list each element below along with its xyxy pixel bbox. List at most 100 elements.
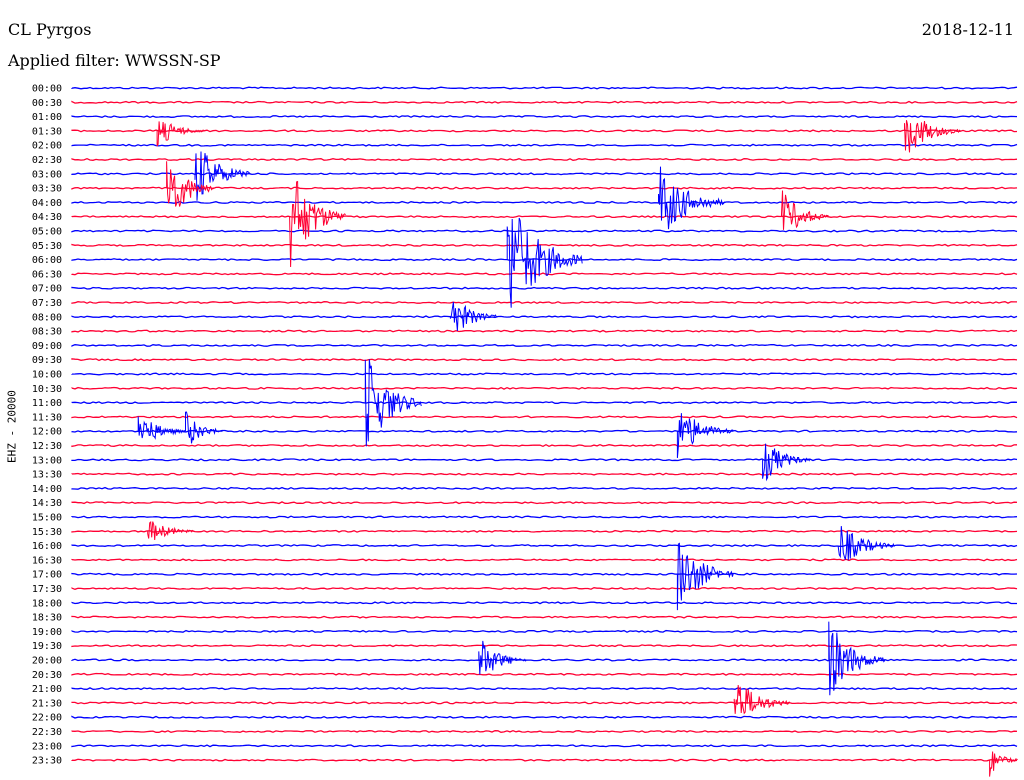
trace-line [71,644,1018,648]
tick-label: 01:30 [32,126,62,137]
tick-label: 11:00 [32,398,62,409]
event-burst [837,526,895,561]
trace-line [71,157,1018,161]
event-burst [828,621,886,696]
event-burst [781,190,829,230]
trace-line [71,258,1018,262]
trace-line [71,415,1018,419]
trace-line [71,586,1018,591]
tick-label: 15:30 [32,527,62,538]
trace-line [71,286,1018,290]
event-burst [147,520,195,541]
tick-label: 00:00 [32,84,62,95]
event-burst [676,413,734,459]
event-burst [733,684,791,715]
event-bursts [137,120,1018,777]
time-tick-labels: 00:00 00:30 01:00 01:30 02:00 02:30 03:00 03:30… [32,84,62,767]
tick-label: 16:00 [32,541,62,552]
trace-line [71,115,1018,119]
tick-label: 08:00 [32,312,62,323]
tick-label: 03:00 [32,169,62,180]
trace-line [71,744,1018,748]
tick-label: 23:00 [32,741,62,752]
trace-line [71,86,1018,90]
tick-label: 09:00 [32,341,62,352]
event-burst [185,411,223,444]
trace-line [71,472,1017,476]
trace-line [71,329,1018,333]
trace-line [71,243,1018,247]
trace-line [71,572,1018,576]
tick-label: 02:30 [32,155,62,166]
tick-label: 21:00 [32,684,62,695]
event-burst [289,180,346,268]
trace-line [71,758,1018,762]
tick-label: 06:00 [32,255,62,266]
trace-line [71,358,1018,362]
tick-label: 11:30 [32,412,62,423]
tick-label: 17:00 [32,570,62,581]
trace-line [71,601,1017,605]
tick-label: 10:30 [32,384,62,395]
trace-line [71,486,1018,490]
trace-line [71,515,1018,519]
tick-label: 05:00 [32,227,62,238]
trace-line [71,658,1018,662]
trace-line [71,229,1018,233]
trace-line [71,501,1018,505]
tick-label: 20:30 [32,670,62,681]
trace-line [71,715,1018,719]
tick-label: 03:30 [32,184,62,195]
event-burst [137,416,186,440]
event-burst [166,161,214,207]
tick-label: 22:00 [32,713,62,724]
trace-line [71,172,1018,176]
tick-label: 15:00 [32,513,62,524]
trace-line [71,129,1018,133]
event-burst [762,443,811,482]
trace-line [71,186,1018,190]
trace-line [71,386,1017,390]
event-burst [506,217,583,308]
tick-label: 22:30 [32,727,62,738]
tick-label: 04:00 [32,198,62,209]
trace-line [71,372,1018,376]
tick-label: 21:30 [32,698,62,709]
tick-label: 14:00 [32,484,62,495]
tick-label: 00:30 [32,98,62,109]
trace-line [71,615,1018,619]
tick-label: 23:30 [32,756,62,767]
trace-line [71,100,1018,104]
tick-label: 17:30 [32,584,62,595]
trace-line [71,143,1018,147]
tick-label: 02:00 [32,141,62,152]
trace-line [71,558,1018,562]
tick-label: 13:00 [32,455,62,466]
tick-label: 20:00 [32,656,62,667]
date-label: 2018-12-11 [921,20,1014,39]
trace-line [71,300,1017,305]
tick-label: 09:30 [32,355,62,366]
tick-label: 18:30 [32,613,62,624]
tick-label: 08:30 [32,327,62,338]
event-burst [676,542,734,611]
tick-label: 01:00 [32,112,62,123]
trace-line [71,529,1018,533]
event-burst [156,121,205,147]
station-title: CL Pyrgos [8,20,92,39]
tick-label: 14:30 [32,498,62,509]
event-burst [989,751,1018,777]
tick-label: 13:30 [32,470,62,481]
event-burst [364,359,422,447]
event-burst [194,151,252,201]
trace-line [71,629,1018,633]
tick-label: 19:00 [32,627,62,638]
trace-line [71,429,1018,433]
trace-line [71,443,1018,448]
trace-line [71,215,1018,219]
filter-label: Applied filter: WWSSN-SP [8,51,221,70]
tick-label: 12:00 [32,427,62,438]
trace-line [71,343,1018,347]
